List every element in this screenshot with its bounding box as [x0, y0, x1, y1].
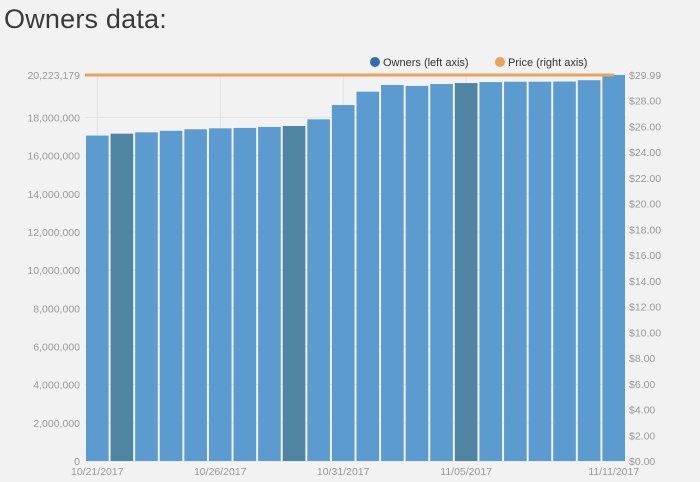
right-tick-label: $4.00: [629, 405, 655, 417]
right-tick-label: $28.00: [629, 96, 661, 108]
left-axis: 0 2,000,000 4,000,000 6,000,000 8,000,000 10,…: [27, 70, 80, 468]
right-tick-label: $29.99: [629, 70, 661, 82]
left-tick-label: 0: [74, 456, 80, 468]
bar-11-07-2017: [504, 81, 527, 462]
bar-10-26-2017: [208, 128, 232, 461]
bar-11-10-2017: [577, 80, 601, 462]
bar-10-25-2017: [184, 129, 207, 461]
bar-10-23-2017: [135, 132, 158, 461]
legend-price-label: Price (right axis): [508, 57, 587, 69]
left-tick-label: 10,000,000: [27, 265, 80, 277]
x-axis: 10/21/2017 10/26/2017 10/31/2017 11/05/2017…: [71, 466, 639, 478]
left-tick-label: 16,000,000: [27, 151, 80, 163]
right-tick-label: $0.00: [629, 456, 655, 468]
left-tick-label: 2,000,000: [33, 418, 80, 430]
bar-11-06-2017: [479, 82, 503, 462]
bar-11-04-2017: [430, 84, 453, 461]
x-tick-label: 10/31/2017: [317, 466, 370, 478]
right-tick-label: $24.00: [629, 147, 661, 159]
legend-owners-marker: [370, 57, 380, 67]
right-tick-label: $2.00: [629, 430, 655, 442]
legend-owners-label: Owners (left axis): [383, 57, 469, 69]
right-axis: $0.00 $2.00 $4.00 $6.00 $8.00 $10.00 $12.00 $14…: [629, 70, 661, 468]
x-tick-label: 10/26/2017: [194, 466, 247, 478]
right-tick-label: $20.00: [629, 199, 661, 211]
left-tick-label: 18,000,000: [27, 112, 80, 124]
bar-11-11-2017: [602, 75, 625, 461]
owners-bars: [86, 75, 625, 462]
left-tick-label: 20,223,179: [27, 70, 80, 82]
right-tick-label: $26.00: [629, 121, 661, 133]
x-tick-label: 10/21/2017: [71, 466, 124, 478]
left-tick-label: 8,000,000: [33, 303, 80, 315]
bar-10-30-2017: [307, 119, 330, 461]
page-title: Owners data:: [4, 4, 167, 34]
x-tick-label: 11/05/2017: [440, 466, 492, 478]
right-tick-label: $14.00: [629, 276, 661, 288]
bar-10-28-2017: [258, 126, 281, 461]
bar-10-29-2017: [282, 126, 306, 462]
left-tick-label: 12,000,000: [27, 227, 80, 239]
right-tick-label: $18.00: [629, 224, 661, 236]
right-tick-label: $6.00: [629, 379, 655, 391]
x-tick-label: 11/11/2017: [588, 466, 639, 478]
right-tick-label: $12.00: [629, 302, 661, 314]
right-tick-label: $8.00: [629, 353, 655, 365]
left-tick-label: 6,000,000: [33, 341, 80, 353]
left-tick-label: 14,000,000: [27, 189, 80, 201]
bar-11-09-2017: [553, 81, 576, 462]
bar-10-31-2017: [331, 105, 355, 461]
right-tick-label: $16.00: [629, 250, 661, 262]
bar-11-03-2017: [405, 85, 429, 461]
legend: Owners (left axis) Price (right axis): [370, 57, 587, 69]
bar-11-01-2017: [356, 91, 380, 462]
legend-price-marker: [495, 57, 505, 67]
bar-10-24-2017: [159, 130, 183, 462]
bar-10-21-2017: [86, 135, 109, 461]
left-tick-label: 4,000,000: [33, 380, 80, 392]
right-tick-label: $10.00: [629, 327, 661, 339]
bar-10-27-2017: [233, 127, 257, 462]
bar-10-22-2017: [110, 133, 134, 461]
bar-11-05-2017: [454, 83, 478, 461]
right-tick-label: $22.00: [629, 173, 661, 185]
bar-11-02-2017: [381, 84, 404, 462]
bar-11-08-2017: [528, 81, 552, 462]
